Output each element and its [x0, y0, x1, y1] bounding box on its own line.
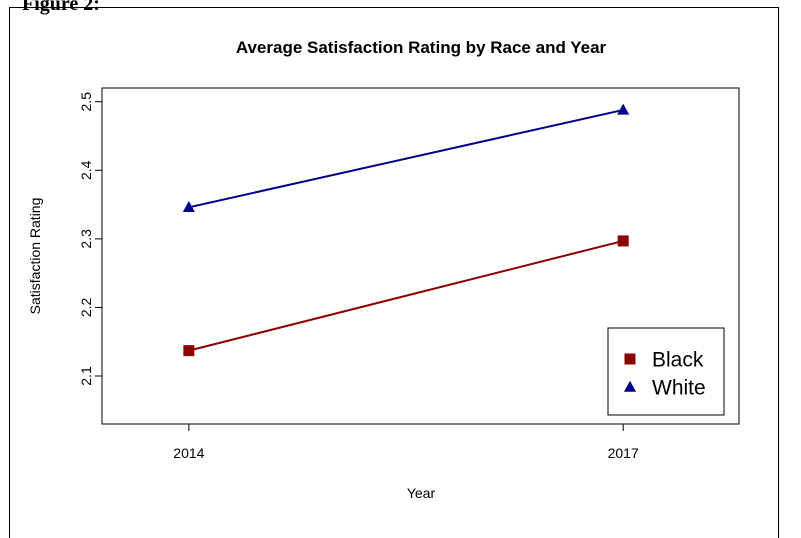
series-black [183, 235, 629, 357]
x-tick-label: 2014 [173, 445, 204, 461]
y-tick-label: 2.5 [78, 92, 94, 112]
series-line-white [188, 108, 624, 209]
series-white [182, 103, 630, 213]
legend: Black White [607, 327, 725, 416]
y-axis-label: Satisfaction Rating [27, 198, 43, 315]
legend-box [607, 327, 725, 416]
data-point-black [617, 235, 629, 247]
legend-marker-black [624, 353, 636, 365]
figure-frame [9, 7, 779, 538]
series-layer [182, 103, 630, 357]
y-axis: 2.1 2.2 2.3 2.4 2.5 [78, 92, 103, 386]
y-tick-label: 2.4 [78, 160, 94, 180]
legend-label-white: White [652, 377, 706, 400]
chart-title: Average Satisfaction Rating by Race and … [236, 38, 607, 57]
legend-marker-white [623, 380, 637, 392]
legend-label-black: Black [652, 349, 704, 372]
y-tick-label: 2.2 [78, 297, 94, 317]
y-tick-label: 2.3 [78, 229, 94, 249]
data-point-black [183, 345, 195, 357]
series-line-black [188, 239, 624, 352]
x-tick-label: 2017 [608, 445, 639, 461]
x-axis-label: Year [407, 485, 436, 501]
x-axis: 2014 2017 [173, 423, 639, 461]
data-point-white [182, 201, 195, 213]
y-tick-label: 2.1 [78, 366, 94, 386]
data-point-white [617, 103, 630, 115]
